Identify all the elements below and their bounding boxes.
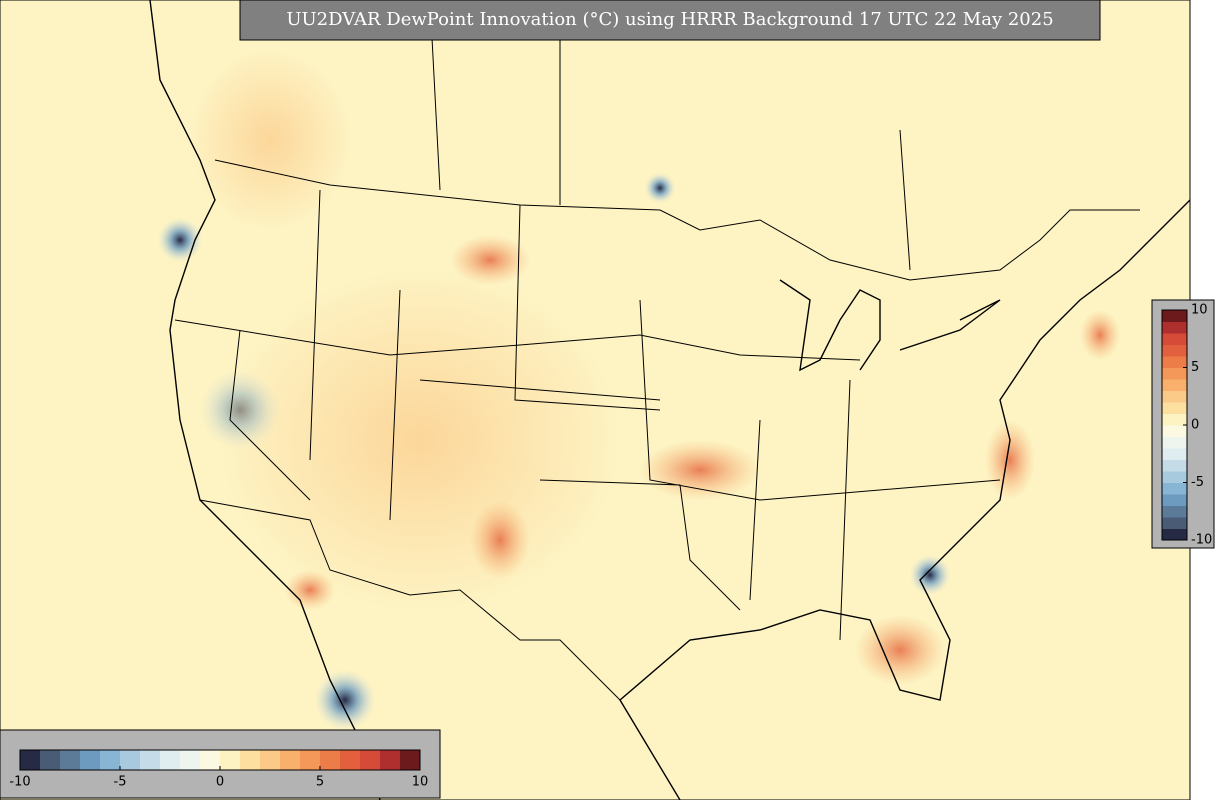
colorbar-segment [20, 750, 41, 770]
tick-label: 10 [412, 775, 429, 790]
anomaly-area [315, 670, 375, 730]
colorbar-segment [100, 750, 121, 770]
colorbar-segment [260, 750, 281, 770]
colorbar-segment [1162, 482, 1187, 495]
colorbar-segment [1162, 356, 1187, 368]
colorbar-segment [1162, 333, 1187, 345]
colorbar-segment [280, 750, 301, 770]
colorbar-segment [220, 750, 241, 770]
tick-label: -5 [1191, 475, 1204, 490]
tick-label: -10 [9, 775, 30, 790]
country-border [214, 159, 1140, 281]
tick-label: 0 [216, 775, 224, 790]
coastline [149, 0, 381, 800]
colorbar-horizontal: -10 -5 0 5 10 [9, 749, 429, 790]
colorbar-segment [60, 750, 81, 770]
colorbar-segment [1162, 505, 1187, 518]
colorbar-segment [1162, 494, 1187, 506]
colorbar-segment [1162, 413, 1187, 426]
tick-label: 10 [1191, 303, 1208, 318]
colorbar-segment [300, 750, 321, 770]
anomaly-area [220, 270, 620, 610]
anomaly-area [285, 570, 335, 610]
colorbar-segment [160, 750, 181, 770]
colorbar-segment [400, 750, 421, 770]
colorbar-segment [240, 750, 261, 770]
colorbar-segment [1162, 321, 1187, 334]
colorbar-segment [1162, 436, 1187, 449]
tick-label: 0 [1191, 418, 1199, 433]
tick-label: 5 [316, 775, 324, 790]
colorbar-segment [1162, 448, 1187, 460]
colorbar-segment [1162, 344, 1187, 357]
colorbar-segment [320, 750, 341, 770]
anomaly-area [645, 173, 675, 203]
anomaly-area [470, 500, 530, 580]
title: UU2DVAR DewPoint Innovation (°C) using H… [286, 9, 1053, 30]
colorbar-segment [1162, 517, 1187, 529]
colorbar-vertical: -10 -5 0 5 10 [1161, 303, 1212, 548]
anomaly-area [855, 615, 945, 685]
colorbar-segment [80, 750, 101, 770]
country-border [199, 499, 621, 701]
colorbar-segment [360, 750, 381, 770]
colorbar-segment [40, 750, 61, 770]
anomaly-area [640, 440, 760, 500]
colorbar-segment [1162, 528, 1187, 541]
colorbar-segment [1162, 425, 1187, 437]
colorbar-segment [1162, 402, 1187, 414]
anomaly-area [985, 420, 1035, 500]
colorbar-segment [200, 750, 221, 770]
tick-label: 5 [1191, 360, 1199, 375]
colorbar-segment [1162, 459, 1187, 472]
anomaly-area [200, 370, 280, 450]
anomaly-area [1080, 310, 1120, 360]
colorbar-segment [1162, 471, 1187, 483]
title-box [239, 0, 1101, 41]
anomaly-area [450, 235, 530, 285]
colorbar-segment [380, 750, 401, 770]
colorbar-segment [1162, 390, 1187, 403]
colorbar-segment [140, 750, 161, 770]
colorbar-segment [180, 750, 201, 770]
tick-label: -5 [114, 775, 127, 790]
coastline [619, 199, 1191, 800]
colorbar-segment [1162, 310, 1187, 322]
tick-label: -10 [1191, 533, 1212, 548]
map [0, 0, 1191, 800]
colorbar-segment [1162, 367, 1187, 380]
state-border [174, 0, 1001, 641]
colorbar-segment [340, 750, 361, 770]
colorbar-segment [1162, 379, 1187, 391]
colorbar-segment [120, 750, 141, 770]
lake-shore [779, 279, 1001, 372]
anomaly-area [910, 555, 950, 595]
anomaly-area [190, 50, 350, 230]
